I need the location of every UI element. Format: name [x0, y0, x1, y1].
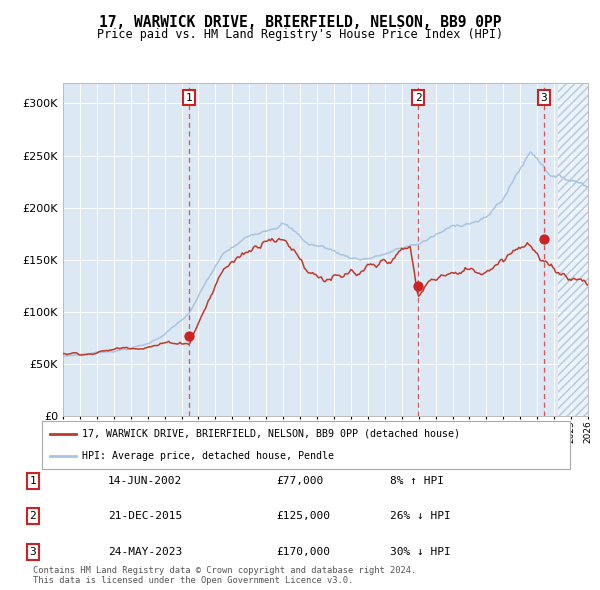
Text: 3: 3: [29, 547, 37, 556]
Text: £125,000: £125,000: [276, 512, 330, 521]
Text: 21-DEC-2015: 21-DEC-2015: [108, 512, 182, 521]
Text: 2: 2: [415, 93, 422, 103]
Text: 24-MAY-2023: 24-MAY-2023: [108, 547, 182, 556]
Text: Contains HM Land Registry data © Crown copyright and database right 2024.
This d: Contains HM Land Registry data © Crown c…: [33, 566, 416, 585]
Text: 2: 2: [29, 512, 37, 521]
Polygon shape: [559, 83, 588, 416]
FancyBboxPatch shape: [42, 421, 570, 469]
Text: HPI: Average price, detached house, Pendle: HPI: Average price, detached house, Pend…: [82, 451, 334, 461]
Text: 1: 1: [29, 476, 37, 486]
Point: [184, 331, 194, 340]
Text: 30% ↓ HPI: 30% ↓ HPI: [390, 547, 451, 556]
Text: 17, WARWICK DRIVE, BRIERFIELD, NELSON, BB9 0PP: 17, WARWICK DRIVE, BRIERFIELD, NELSON, B…: [99, 15, 501, 30]
Text: 17, WARWICK DRIVE, BRIERFIELD, NELSON, BB9 0PP (detached house): 17, WARWICK DRIVE, BRIERFIELD, NELSON, B…: [82, 429, 460, 439]
Text: £170,000: £170,000: [276, 547, 330, 556]
Text: 8% ↑ HPI: 8% ↑ HPI: [390, 476, 444, 486]
Text: 1: 1: [186, 93, 193, 103]
Text: 3: 3: [541, 93, 547, 103]
Text: £77,000: £77,000: [276, 476, 323, 486]
Text: Price paid vs. HM Land Registry's House Price Index (HPI): Price paid vs. HM Land Registry's House …: [97, 28, 503, 41]
Point: [539, 234, 548, 244]
Text: 14-JUN-2002: 14-JUN-2002: [108, 476, 182, 486]
Point: [413, 281, 423, 290]
Text: 26% ↓ HPI: 26% ↓ HPI: [390, 512, 451, 521]
